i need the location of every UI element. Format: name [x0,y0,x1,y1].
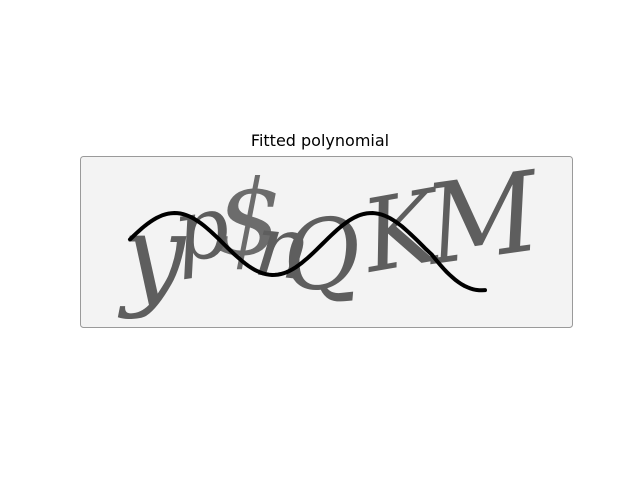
figure-title: Fitted polynomial [250,131,390,150]
fitted-polynomial-curve [128,210,487,293]
captcha-char-3: n [250,195,316,300]
captcha-char-4: Q [277,195,367,315]
captcha-char-6: M [416,156,550,290]
captcha-image: y p $ n Q K M [80,156,573,328]
captcha-char-2: $ [216,157,282,279]
